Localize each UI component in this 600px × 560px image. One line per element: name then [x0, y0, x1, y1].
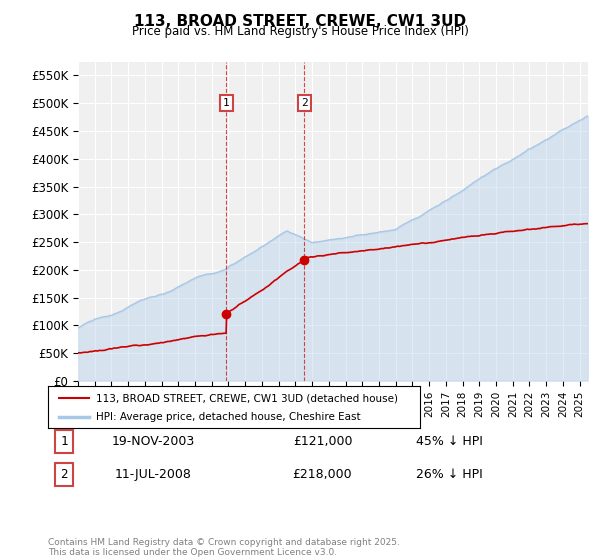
- Text: 11-JUL-2008: 11-JUL-2008: [115, 468, 192, 481]
- Text: 113, BROAD STREET, CREWE, CW1 3UD (detached house): 113, BROAD STREET, CREWE, CW1 3UD (detac…: [97, 393, 398, 403]
- Text: 19-NOV-2003: 19-NOV-2003: [112, 435, 195, 447]
- Text: HPI: Average price, detached house, Cheshire East: HPI: Average price, detached house, Ches…: [97, 412, 361, 422]
- Text: 2: 2: [60, 468, 68, 481]
- Text: 26% ↓ HPI: 26% ↓ HPI: [416, 468, 482, 481]
- Text: 45% ↓ HPI: 45% ↓ HPI: [416, 435, 483, 447]
- Text: Price paid vs. HM Land Registry's House Price Index (HPI): Price paid vs. HM Land Registry's House …: [131, 25, 469, 38]
- Text: Contains HM Land Registry data © Crown copyright and database right 2025.
This d: Contains HM Land Registry data © Crown c…: [48, 538, 400, 557]
- Text: £121,000: £121,000: [293, 435, 352, 447]
- Text: 2: 2: [301, 98, 308, 108]
- Text: 1: 1: [60, 435, 68, 447]
- Text: £218,000: £218,000: [293, 468, 352, 481]
- Text: 113, BROAD STREET, CREWE, CW1 3UD: 113, BROAD STREET, CREWE, CW1 3UD: [134, 14, 466, 29]
- Text: 1: 1: [223, 98, 230, 108]
